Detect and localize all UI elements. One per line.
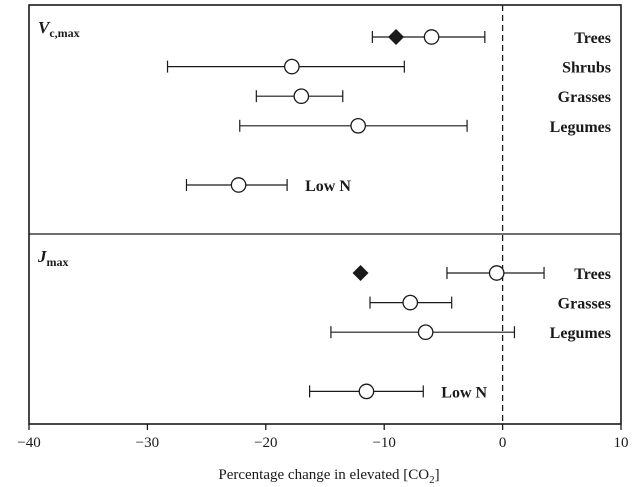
panel-label: Jmax bbox=[37, 247, 69, 269]
plot-border bbox=[28, 4, 622, 425]
panel-label-main: J bbox=[37, 247, 47, 266]
panel-label-subscript: max bbox=[47, 255, 69, 269]
data-row: Low N bbox=[309, 383, 487, 401]
data-row: Legumes bbox=[239, 117, 611, 136]
category-label: Trees bbox=[574, 266, 611, 283]
x-axis: −40 −30 −20 −10 0 10 bbox=[17, 424, 629, 451]
mean-point bbox=[358, 383, 375, 400]
x-axis-title: Percentage change in elevated [CO2] bbox=[218, 467, 439, 486]
data-row: Grasses bbox=[255, 88, 611, 106]
diamond-point bbox=[352, 265, 369, 281]
plot-frame bbox=[28, 4, 622, 425]
panel-label-subscript: c,max bbox=[49, 26, 79, 40]
mean-point bbox=[402, 294, 419, 311]
data-row: Legumes bbox=[330, 324, 611, 342]
category-label: Low N bbox=[305, 178, 351, 195]
mean-point bbox=[293, 88, 310, 105]
x-tick-label: −10 bbox=[372, 435, 395, 451]
mean-point bbox=[488, 265, 505, 281]
category-label: Trees bbox=[574, 30, 611, 47]
x-tick-label: −40 bbox=[17, 435, 40, 451]
category-label: Grasses bbox=[558, 89, 611, 106]
x-tick-label: −30 bbox=[136, 435, 159, 451]
mean-point bbox=[230, 177, 247, 193]
x-tick-label: 0 bbox=[499, 435, 507, 451]
panel-label: Vc,max bbox=[38, 18, 80, 40]
category-label: Grasses bbox=[558, 296, 611, 313]
data-row: Low N bbox=[185, 177, 351, 195]
panel-label-main: V bbox=[38, 18, 51, 37]
data-row: Trees bbox=[371, 29, 611, 47]
data-row: Trees bbox=[352, 265, 611, 283]
data-row: Grasses bbox=[369, 294, 611, 313]
x-axis-title-text: Percentage change in elevated [CO bbox=[218, 467, 429, 483]
x-tick-label: −20 bbox=[254, 435, 277, 451]
chart-marks: Vc,max Trees Shrubs Grasses Legumes Low N Jmax… bbox=[37, 18, 611, 401]
mean-point bbox=[417, 324, 434, 341]
mean-point bbox=[423, 29, 440, 45]
x-axis-title-close: ] bbox=[435, 467, 440, 483]
x-tick-label: 10 bbox=[614, 435, 629, 451]
mean-point bbox=[350, 117, 367, 134]
data-row: Shrubs bbox=[166, 58, 611, 77]
mean-point bbox=[283, 58, 300, 75]
diamond-point bbox=[388, 29, 405, 45]
category-label: Low N bbox=[441, 384, 487, 401]
x-axis-title-subscript: 2 bbox=[429, 474, 435, 486]
category-label: Legumes bbox=[550, 325, 611, 342]
category-label: Shrubs bbox=[562, 60, 611, 77]
category-label: Legumes bbox=[550, 119, 611, 136]
